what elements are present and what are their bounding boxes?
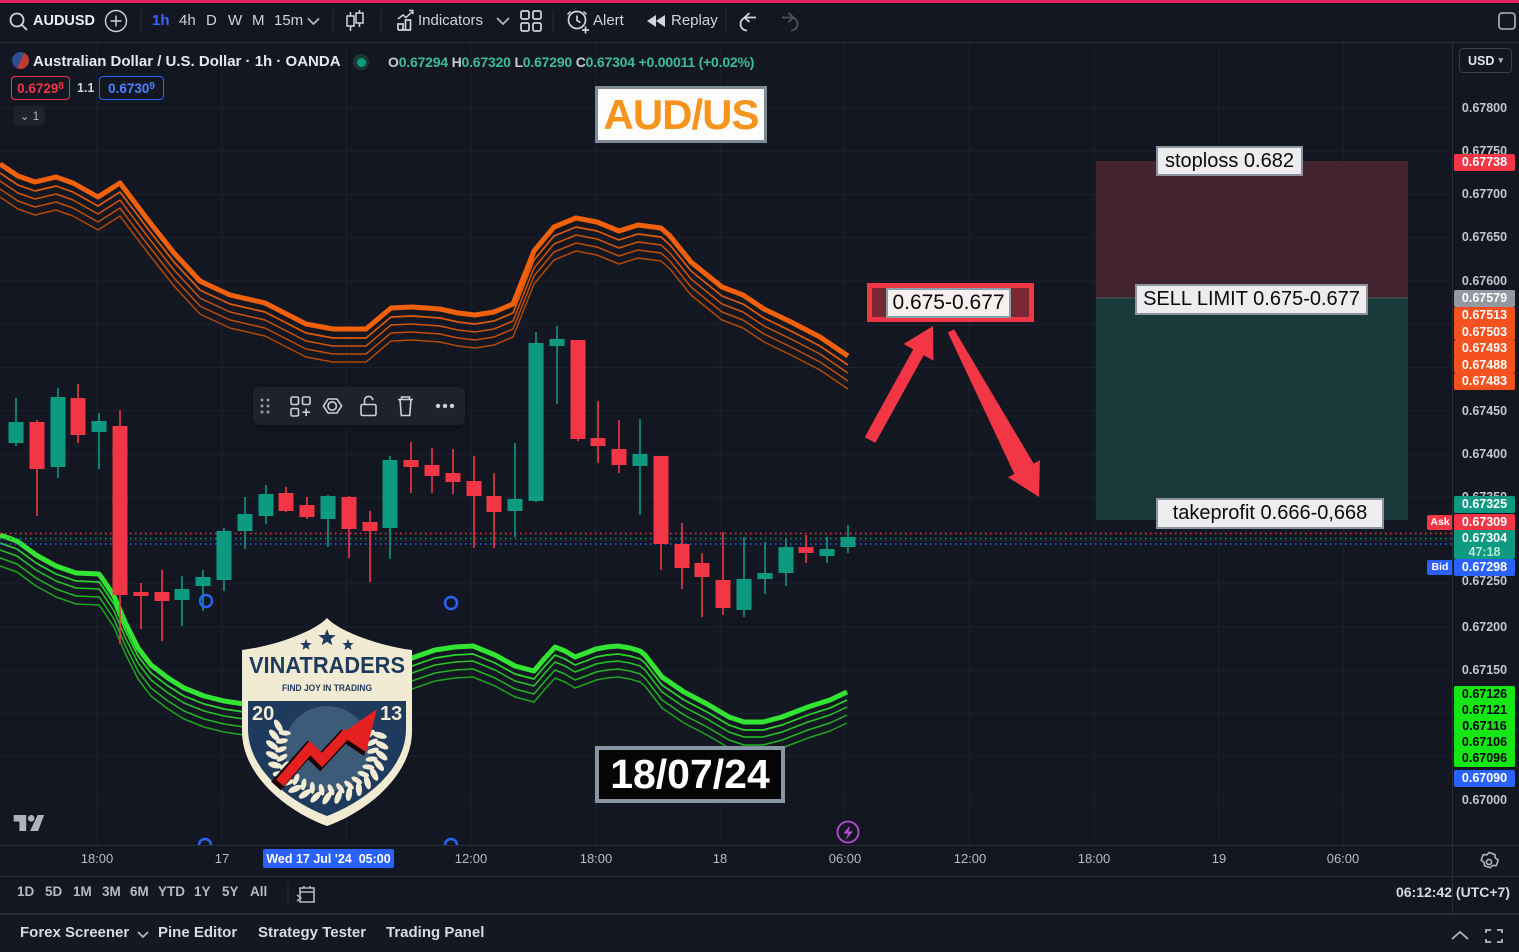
svg-text:FIND JOY IN TRADING: FIND JOY IN TRADING (282, 683, 372, 693)
svg-text:13: 13 (380, 703, 402, 725)
svg-text:VINATRADERS: VINATRADERS (249, 652, 405, 678)
svg-text:20: 20 (252, 703, 274, 725)
